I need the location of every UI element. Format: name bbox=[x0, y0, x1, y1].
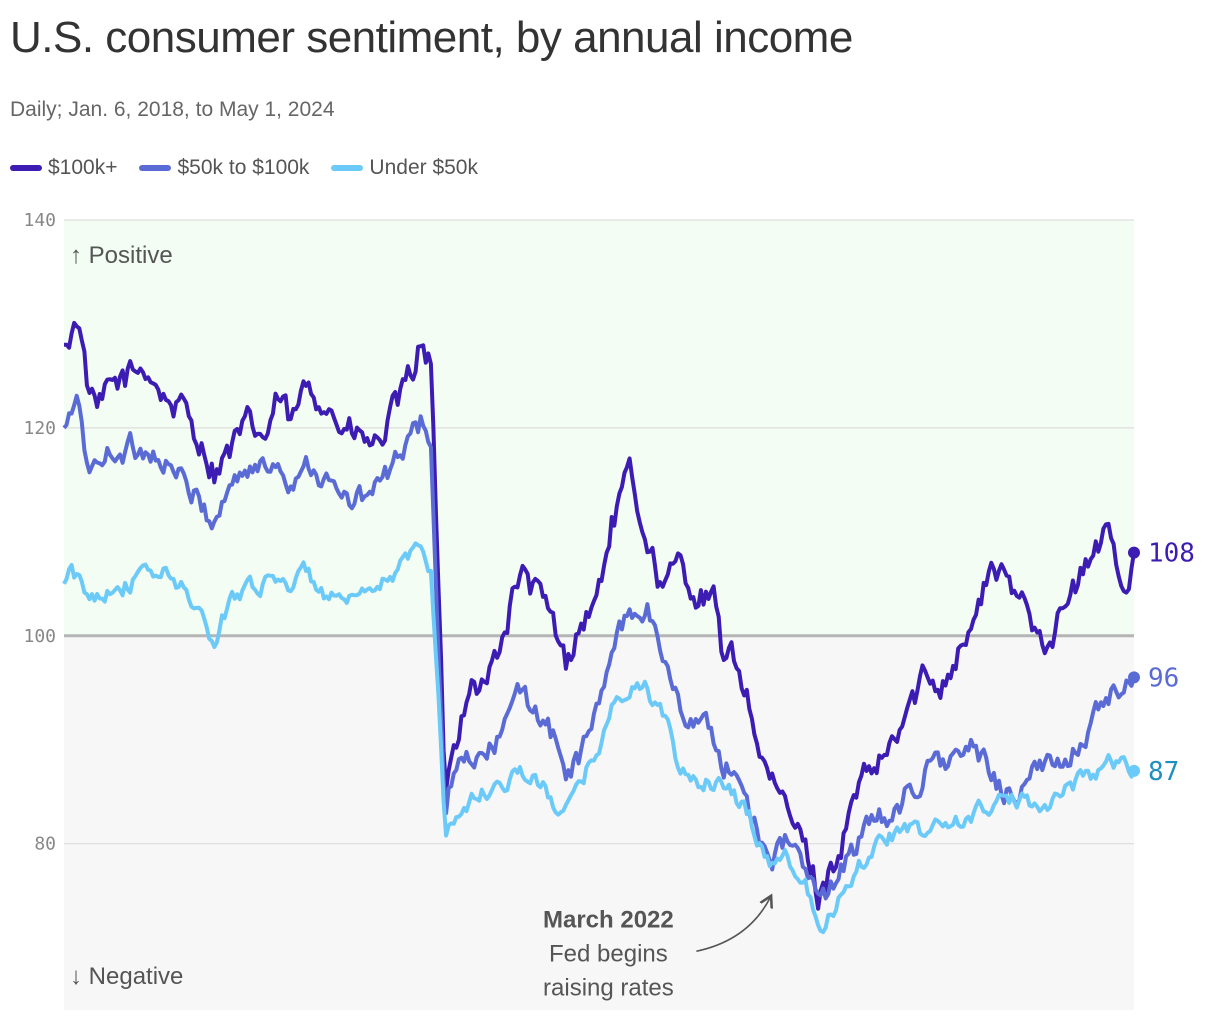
annotation-line-1: March 2022 bbox=[543, 906, 674, 933]
fed-annotation: March 2022 Fed begins raising rates bbox=[543, 897, 770, 1001]
legend: $100k+ $50k to $100k Under $50k bbox=[10, 156, 478, 180]
series-end-dot-1 bbox=[1128, 671, 1140, 684]
y-tick-label-120: 120 bbox=[23, 418, 56, 439]
legend-label-under-50k: Under $50k bbox=[369, 156, 478, 179]
legend-swatch-50k-to-100k bbox=[139, 165, 172, 171]
annotation-line-3: raising rates bbox=[543, 974, 674, 1001]
y-tick-label-80: 80 bbox=[34, 834, 56, 855]
line-chart: 140 120 100 80 ↑ Positive ↓ Negative 108 96 8… bbox=[23, 210, 1195, 1010]
legend-swatch-100k-plus bbox=[10, 165, 42, 171]
series-end-label-2: 87 bbox=[1148, 757, 1179, 787]
chart-title: U.S. consumer sentiment, by annual incom… bbox=[10, 13, 853, 62]
annotation-arrow bbox=[696, 897, 770, 953]
series-line-0 bbox=[64, 320, 1136, 911]
legend-item-100k-plus: $100k+ bbox=[10, 156, 117, 180]
negative-zone-label: ↓ Negative bbox=[70, 963, 183, 990]
series-lines bbox=[62, 320, 1136, 934]
positive-zone-label: ↑ Positive bbox=[70, 242, 173, 269]
y-axis-ticks: 140 120 100 80 bbox=[23, 210, 56, 855]
gridlines bbox=[64, 219, 1134, 845]
chart-subtitle: Daily; Jan. 6, 2018, to May 1, 2024 bbox=[10, 98, 335, 121]
y-tick-label-140: 140 bbox=[23, 210, 56, 231]
legend-label-100k-plus: $100k+ bbox=[48, 156, 118, 179]
legend-label-50k-to-100k: $50k to $100k bbox=[177, 156, 310, 179]
annotation-line-2: Fed begins bbox=[549, 940, 668, 967]
series-end-label-1: 96 bbox=[1148, 663, 1179, 693]
series-end-dot-2 bbox=[1128, 764, 1140, 777]
series-line-1 bbox=[62, 393, 1136, 901]
y-tick-label-100: 100 bbox=[23, 626, 56, 647]
series-end-dot-0 bbox=[1128, 546, 1140, 559]
end-labels: 108 96 87 bbox=[1128, 539, 1195, 787]
legend-item-50k-to-100k: $50k to $100k bbox=[139, 156, 309, 180]
series-end-label-0: 108 bbox=[1148, 539, 1195, 569]
series-line-2 bbox=[62, 541, 1136, 934]
legend-item-under-50k: Under $50k bbox=[331, 156, 478, 180]
legend-swatch-under-50k bbox=[331, 165, 364, 171]
